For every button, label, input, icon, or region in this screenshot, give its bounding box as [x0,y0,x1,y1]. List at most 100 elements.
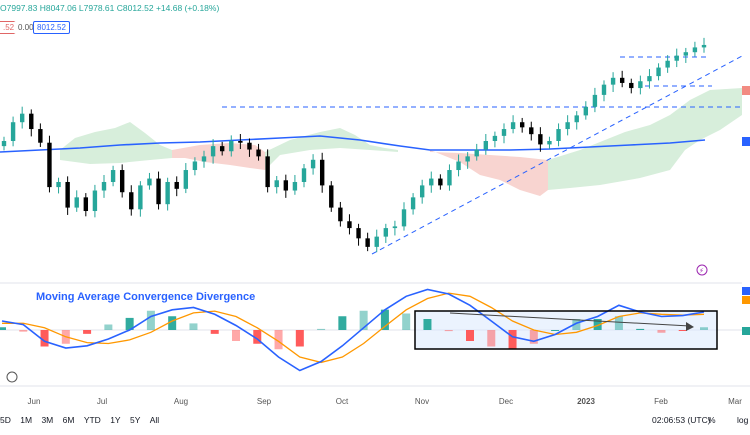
histogram-bar [146,310,155,330]
macd-marker-green [742,327,750,335]
candle-body [547,141,552,145]
candle-body [165,181,170,205]
candle-body [492,135,498,141]
x-tick-label: Nov [415,397,429,406]
candle-body [310,159,316,169]
candle-body [56,181,61,188]
x-tick-label: Jun [28,397,41,406]
candle-body [538,134,543,145]
macd-panel[interactable] [0,288,742,372]
range-1y[interactable]: 1Y [110,415,121,425]
x-tick-label: Oct [336,397,349,406]
moving-average-line [0,135,706,153]
candle-body [119,170,125,193]
divergence-arrow [449,312,691,327]
candle-body [92,190,98,212]
candle-body [174,181,179,189]
ohlc-readout: O7997.83 H8047.06 L7978.61 C8012.52 +14.… [0,3,220,13]
candle-body [147,178,152,186]
candle-body [529,127,534,135]
candle-body [647,76,652,82]
candle-body [65,181,70,208]
candle-body [110,170,116,182]
candle-body [47,142,52,188]
candle-body [238,141,243,143]
histogram-bar [593,319,602,330]
lightning-icon[interactable] [696,264,708,276]
candle-body [519,122,525,128]
candle-body [1,141,7,147]
candle-body [356,228,361,239]
candlestick-series [1,37,707,253]
cloud-bullish-sep [265,128,398,170]
price-marker-red [742,86,750,95]
candle-body [701,44,707,48]
candle-body [365,238,370,247]
range-ytd[interactable]: YTD [83,415,101,425]
candle-body [374,236,379,247]
candle-body [692,47,698,53]
candle-body [219,146,225,152]
candle-body [83,197,89,212]
histogram-bar [444,330,453,332]
x-tick-label: Dec [499,397,513,406]
price-axis-strip [742,0,750,410]
candle-body [556,129,561,141]
histogram-bar [317,328,326,330]
indicator-value-zero: 0.00 [14,21,38,34]
candle-body [483,141,489,150]
histogram-bar [40,330,49,347]
range-5y[interactable]: 5Y [129,415,141,425]
candle-body [347,221,352,229]
histogram-bar [529,330,538,344]
histogram-bar [295,330,304,347]
candle-body [601,84,607,95]
candle-body [438,178,443,186]
candle-body [574,115,579,123]
candle-body [229,141,234,152]
macd-marker-orange [742,296,750,304]
histogram-bar [189,323,198,330]
percent-scale-toggle[interactable]: % [708,415,716,425]
range-5d[interactable]: 5D [0,415,11,425]
candle-body [101,181,107,191]
range-6m[interactable]: 6M [62,415,75,425]
candle-body [292,181,298,191]
x-tick-label: Aug [174,397,188,406]
range-3m[interactable]: 3M [41,415,54,425]
candle-body [210,146,216,157]
range-all[interactable]: All [149,415,160,425]
x-tick-label: Mar [728,397,742,406]
candle-body [565,122,570,130]
histogram-bar [19,330,28,332]
candle-body [138,185,143,210]
log-scale-toggle[interactable]: log [737,415,749,425]
ichimoku-cloud [60,88,742,196]
candle-body [156,178,161,205]
candle-body [610,77,616,85]
candle-body [192,161,198,171]
histogram-bar [657,330,666,333]
macd-marker-blue [742,287,750,295]
candle-body [683,52,689,56]
histogram-bar [359,310,368,330]
range-1m[interactable]: 1M [20,415,33,425]
candle-body [183,170,189,189]
candle-body [456,161,461,171]
candle-body [256,149,261,157]
candle-body [338,207,343,222]
candle-body [29,113,34,130]
histogram-bar [636,328,645,330]
timezone-icon[interactable] [6,371,18,383]
histogram-bar [168,316,177,330]
cloud-bullish-dec [548,88,742,190]
utc-clock[interactable]: 02:06:53 (UTC) [652,415,711,425]
divergence-box-fill [415,311,717,349]
divergence-arrowhead [686,322,694,331]
candle-body [474,149,479,157]
cloud-bearish-summer [172,143,265,170]
divergence-box [414,310,718,350]
candle-body [629,82,634,89]
candle-body [447,170,452,186]
